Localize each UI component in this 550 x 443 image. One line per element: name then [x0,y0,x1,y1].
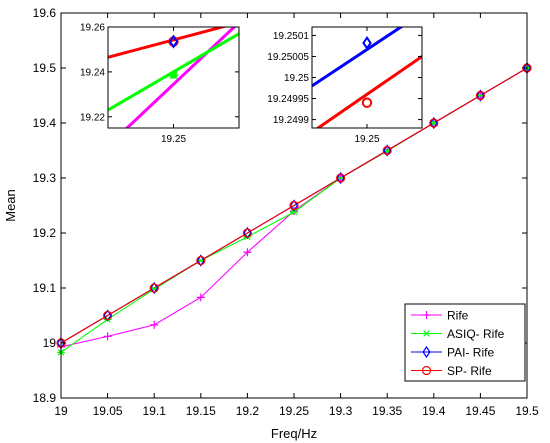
inset-plot-right: 19.25 19.2499 19.24995 19.25 19.25005 19.2501 [267,26,423,145]
x-tick-label-6: 19.3 [329,404,353,418]
inset-2-marker-sp-rife [361,97,373,108]
point-pai-rife-2 [150,281,159,295]
legend: Rife ASIQ- Rife PAI- Rife SP- Rife [404,303,526,382]
y-tick-label-7: 19.6 [33,6,57,20]
main-plot: 19 19.05 19.1 19.15 19.2 19.25 19.3 19.35 19.4 19… [3,6,539,441]
point-sp-rife-2 [149,283,159,293]
y-axis-label: Mean [3,189,18,222]
inset-1-y-tick-label-2: 19.26 [80,23,105,34]
legend-label-pai-rife: PAI- Rife [447,346,494,360]
legend-item-pai-rife: PAI- Rife [411,346,494,360]
y-tick-label-5: 19.4 [33,116,57,130]
legend-label-sp-rife: SP- Rife [447,364,492,378]
x-tick-label-9: 19.45 [465,404,495,418]
legend-item-sp-rife: SP- Rife [411,364,492,378]
x-tick-label-0: 19 [54,404,68,418]
inset-1-y-tick-label-1: 19.24 [80,67,105,78]
inset-1-marker-pai-rife [168,34,179,49]
point-rife-4 [243,248,252,257]
point-sp-rife-6 [336,173,346,183]
inset-2-line-sp-rife [315,55,422,128]
inset-plot-left: 19.25 19.22 19.24 19.26 [80,23,240,145]
inset-1-line-sp-rife [108,27,228,59]
point-pai-rife-5 [289,199,299,212]
inset-1-line-rife [124,27,237,128]
inset-1-y-tick-label-0: 19.22 [80,112,105,123]
legend-swatch-marker-asiq-rife [422,330,431,337]
point-sp-rife-7 [382,145,392,156]
x-tick-label-4: 19.2 [236,404,260,418]
point-asiq-rife-5 [290,208,298,216]
x-tick-label-2: 19.1 [143,404,167,418]
x-axis-label: Freq/Hz [271,426,317,441]
inset-2-y-tick-label-4: 19.2501 [273,31,310,42]
legend-label-rife: Rife [447,309,469,323]
inset-2-y-tick-label-0: 19.2499 [273,115,310,126]
point-pai-rife-6 [336,171,345,185]
point-rife-1 [103,332,112,341]
point-sp-rife-1 [102,310,113,321]
inset-1-x-tick-label-0: 19.25 [161,134,186,145]
y-tick-label-1: 19 [43,336,57,350]
legend-box [404,303,526,382]
inset-2-y-tick-label-2: 19.25 [284,73,309,84]
y-tick-label-4: 19.3 [33,171,57,185]
point-sp-rife-4 [242,228,252,238]
legend-item-asiq-rife: ASIQ- Rife [411,327,505,341]
inset-1-data [108,27,239,128]
x-tick-label-10: 19.5 [515,404,539,418]
x-tick-label-3: 19.15 [186,404,216,418]
point-rife-3 [196,293,205,302]
point-pai-rife-3 [196,254,205,267]
legend-label-asiq-rife: ASIQ- Rife [447,327,505,341]
series-line-sp-rife [60,67,528,344]
inset-2-data [312,27,422,128]
inset-2-x-tick-label-0: 19.25 [354,134,379,145]
y-tick-label-2: 19.1 [33,281,57,295]
point-pai-rife-1 [103,309,112,322]
inset-1-marker-asiq-rife [169,71,178,80]
x-tick-label-7: 19.35 [372,404,402,418]
inset-2-background [312,27,422,128]
y-tick-label-6: 19.5 [33,61,57,75]
x-tick-label-5: 19.25 [279,404,309,418]
point-rife-2 [150,320,159,329]
point-pai-rife-8 [429,116,438,130]
point-pai-rife-7 [383,144,392,157]
y-tick-label-3: 19.2 [33,226,57,240]
legend-swatch-marker-rife [422,311,431,319]
legend-swatch-marker-pai-rife [422,345,431,359]
inset-2-line-pai-rife [312,27,404,88]
inset-2-y-tick-label-1: 19.24995 [267,94,309,105]
legend-item-rife: Rife [411,309,469,323]
x-tick-label-8: 19.4 [422,404,446,418]
inset-2-marker-pai-rife [362,35,372,51]
point-sp-rife-9 [475,90,485,101]
inset-2-y-tick-label-3: 19.25005 [267,52,309,63]
point-sp-rife-8 [429,118,439,128]
legend-swatch-marker-sp-rife [421,365,432,376]
point-sp-rife-5 [289,200,299,211]
point-pai-rife-9 [476,89,485,102]
point-pai-rife-4 [243,226,252,240]
point-sp-rife-3 [196,255,206,266]
y-tick-label-0: 18.9 [33,391,57,405]
x-tick-label-1: 19.05 [93,404,123,418]
